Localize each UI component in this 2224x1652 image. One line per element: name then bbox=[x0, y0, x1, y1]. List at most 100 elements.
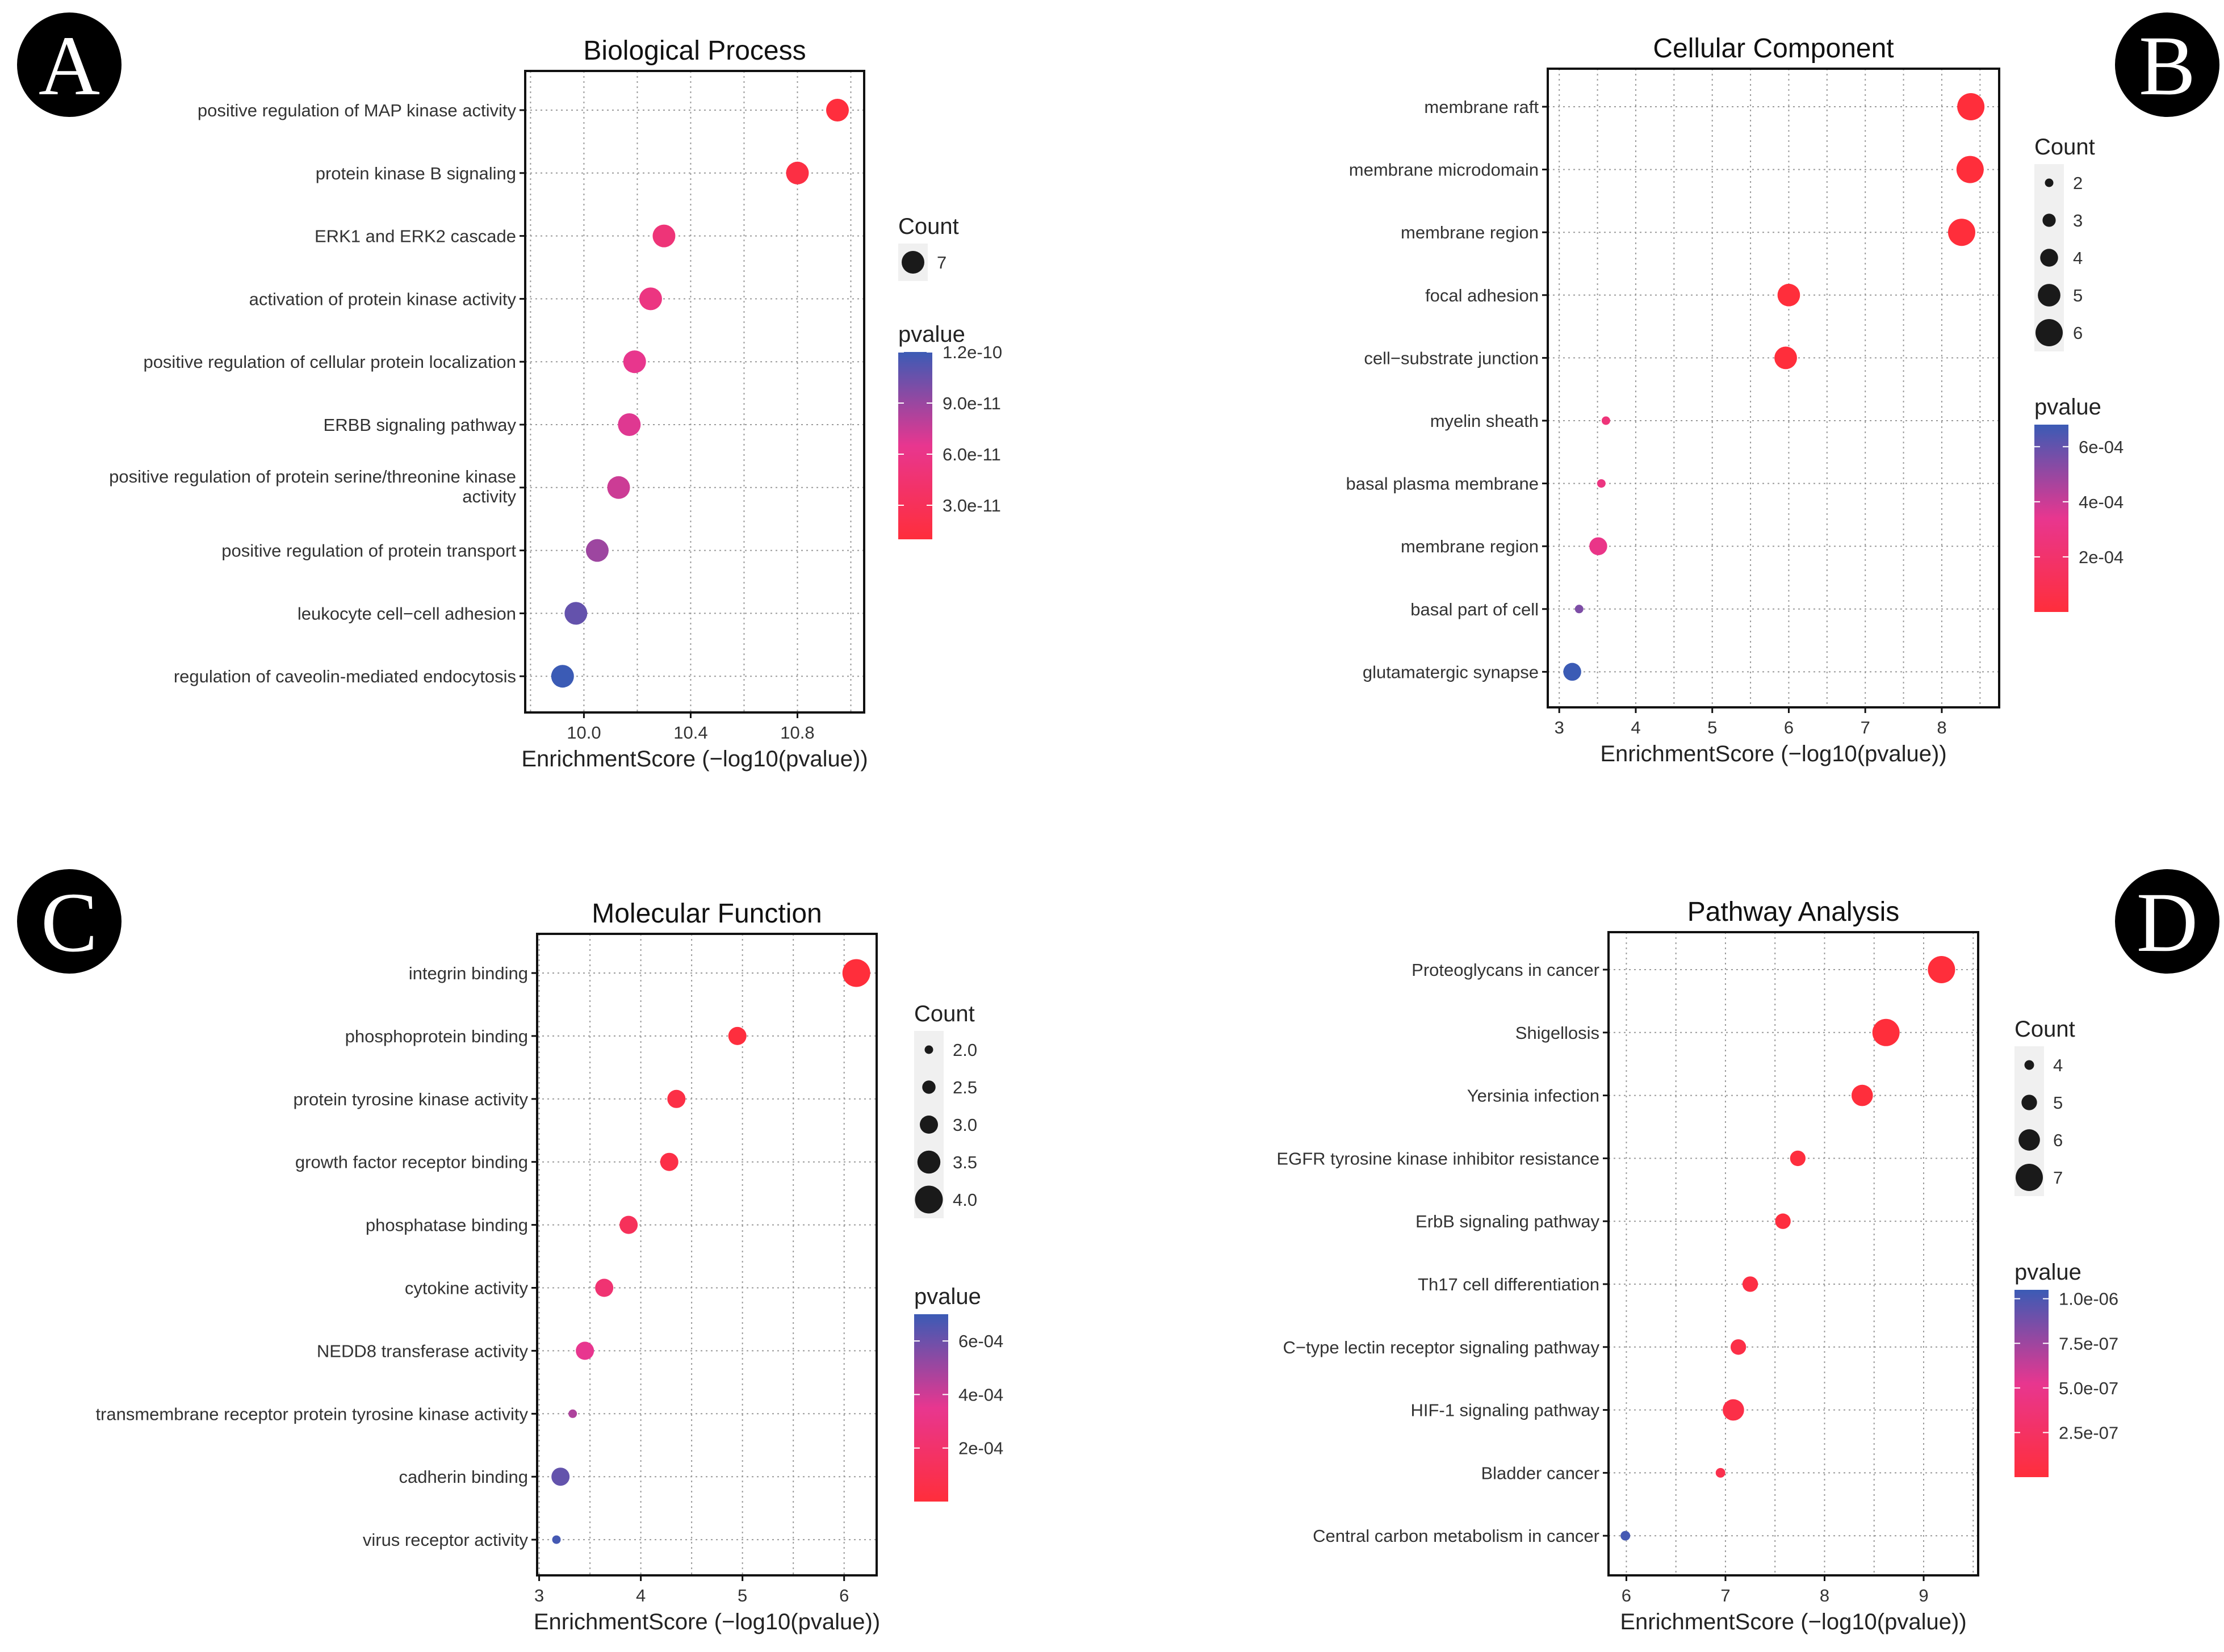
size-legend-key bbox=[2042, 213, 2056, 227]
color-legend-bar bbox=[914, 1314, 948, 1502]
category-label: myelin sheath bbox=[1430, 411, 1539, 431]
data-point bbox=[1563, 663, 1581, 681]
data-point bbox=[1957, 93, 1985, 120]
data-point bbox=[1851, 1084, 1873, 1106]
data-point bbox=[618, 413, 641, 436]
size-legend-key bbox=[917, 1150, 941, 1174]
category-label: Proteoglycans in cancer bbox=[1412, 960, 1599, 980]
color-legend-label: 4e-04 bbox=[2079, 492, 2124, 512]
data-point bbox=[1956, 156, 1984, 183]
size-legend-label: 7 bbox=[2053, 1168, 2063, 1188]
x-tick-label: 4 bbox=[1631, 718, 1640, 737]
size-legend-key bbox=[2016, 1164, 2043, 1191]
color-legend-label: 4e-04 bbox=[958, 1385, 1003, 1404]
category-label: Central carbon metabolism in cancer bbox=[1313, 1526, 1599, 1546]
color-legend-label: 3.0e-11 bbox=[943, 496, 1001, 515]
x-tick-label: 3 bbox=[534, 1586, 544, 1605]
color-legend-bar bbox=[2014, 1290, 2049, 1477]
x-tick-label: 7 bbox=[1720, 1586, 1730, 1605]
x-tick-label: 8 bbox=[1937, 718, 1946, 737]
x-tick-label: 10.4 bbox=[673, 723, 707, 743]
data-point bbox=[728, 1026, 747, 1045]
size-legend-label: 6 bbox=[2073, 323, 2083, 343]
chart-title: Pathway Analysis bbox=[1687, 897, 1900, 927]
size-legend-key bbox=[2038, 284, 2060, 307]
category-label: leukocyte cell−cell adhesion bbox=[298, 603, 516, 623]
size-legend-key bbox=[2040, 249, 2058, 267]
category-label: cadherin binding bbox=[399, 1467, 528, 1487]
x-axis-title: EnrichmentScore (−log10(pvalue)) bbox=[521, 747, 868, 772]
category-label: Th17 cell differentiation bbox=[1418, 1274, 1599, 1294]
category-label: protein kinase B signaling bbox=[316, 163, 516, 183]
data-point bbox=[552, 1535, 561, 1544]
category-label: ERBB signaling pathway bbox=[324, 415, 517, 435]
data-point bbox=[1730, 1339, 1746, 1355]
panel-letter: C bbox=[41, 875, 98, 970]
x-tick-label: 5 bbox=[1707, 718, 1717, 737]
category-label: positive regulation of MAP kinase activi… bbox=[198, 100, 517, 120]
data-point bbox=[842, 959, 870, 987]
category-label: membrane region bbox=[1401, 223, 1539, 242]
panel-letter-disc bbox=[17, 869, 122, 974]
size-legend-title: Count bbox=[898, 214, 959, 239]
x-tick-label: 8 bbox=[1820, 1586, 1829, 1605]
size-legend-label: 3 bbox=[2073, 211, 2083, 230]
size-legend-label: 2.5 bbox=[953, 1077, 977, 1097]
size-legend-key bbox=[924, 1045, 933, 1054]
data-point bbox=[1872, 1018, 1900, 1046]
color-legend-title: pvalue bbox=[2014, 1260, 2081, 1285]
chart-panel-b: B Cellular Component membrane raft membrane… bbox=[1346, 12, 2219, 766]
size-legend-key bbox=[2035, 319, 2063, 346]
color-legend-label: 6e-04 bbox=[958, 1331, 1003, 1351]
color-legend-title: pvalue bbox=[914, 1284, 981, 1309]
color-legend-label: 1.0e-06 bbox=[2059, 1289, 2118, 1309]
plot-frame bbox=[1547, 68, 2000, 708]
x-tick-label: 6 bbox=[839, 1586, 849, 1605]
panel-letter-disc bbox=[17, 12, 122, 117]
chart-panel-d: D Pathway Analysis Proteoglycans in cancer… bbox=[1276, 869, 2219, 1634]
category-label: HIF-1 signaling pathway bbox=[1410, 1401, 1599, 1420]
data-point bbox=[1742, 1276, 1758, 1292]
category-label: Bladder cancer bbox=[1481, 1463, 1599, 1483]
data-point bbox=[564, 602, 588, 625]
category-label: positive regulation of protein serine/th… bbox=[109, 467, 516, 506]
data-point bbox=[786, 161, 809, 185]
size-legend-label: 6 bbox=[2053, 1130, 2063, 1150]
data-point bbox=[660, 1152, 678, 1171]
category-label: C−type lectin receptor signaling pathway bbox=[1283, 1337, 1600, 1357]
panel-letter-disc bbox=[2115, 869, 2219, 974]
color-legend-label: 6.0e-11 bbox=[943, 445, 1001, 464]
data-point bbox=[1723, 1399, 1744, 1421]
category-label: cytokine activity bbox=[405, 1278, 529, 1298]
category-label: basal part of cell bbox=[1410, 599, 1539, 619]
color-legend-label: 2.5e-07 bbox=[2059, 1423, 2118, 1443]
category-label: ERK1 and ERK2 cascade bbox=[315, 227, 516, 246]
data-point bbox=[576, 1341, 594, 1360]
color-legend-title: pvalue bbox=[898, 322, 965, 347]
size-legend-label: 5 bbox=[2073, 286, 2083, 305]
color-legend-label: 6e-04 bbox=[2079, 437, 2124, 457]
panel-letter-disc bbox=[2115, 12, 2219, 117]
x-tick-label: 3 bbox=[1555, 718, 1564, 737]
category-label: activation of protein kinase activity bbox=[249, 289, 517, 309]
size-legend-label: 4 bbox=[2073, 248, 2083, 268]
size-legend-key bbox=[902, 251, 924, 274]
data-point bbox=[585, 539, 609, 562]
plot-frame bbox=[536, 933, 878, 1576]
size-legend-label: 7 bbox=[937, 253, 946, 272]
size-legend-label: 5 bbox=[2053, 1093, 2063, 1113]
data-point bbox=[1597, 479, 1606, 488]
category-label: cell−substrate junction bbox=[1364, 348, 1539, 368]
data-point bbox=[639, 287, 662, 311]
color-legend-title: pvalue bbox=[2034, 395, 2101, 420]
x-tick-label: 5 bbox=[738, 1586, 747, 1605]
data-point bbox=[551, 1467, 570, 1486]
size-legend-key bbox=[2021, 1095, 2037, 1110]
category-label: EGFR tyrosine kinase inhibitor resistanc… bbox=[1276, 1148, 1599, 1168]
chart-title: Biological Process bbox=[583, 36, 806, 66]
size-legend-key bbox=[915, 1185, 943, 1214]
category-label: positive regulation of protein transport bbox=[221, 541, 516, 561]
x-axis-title: EnrichmentScore (−log10(pvalue)) bbox=[1600, 741, 1946, 766]
chart-panel-c: C Molecular Function integrin binding phosp… bbox=[17, 869, 1003, 1634]
data-point bbox=[607, 476, 630, 499]
